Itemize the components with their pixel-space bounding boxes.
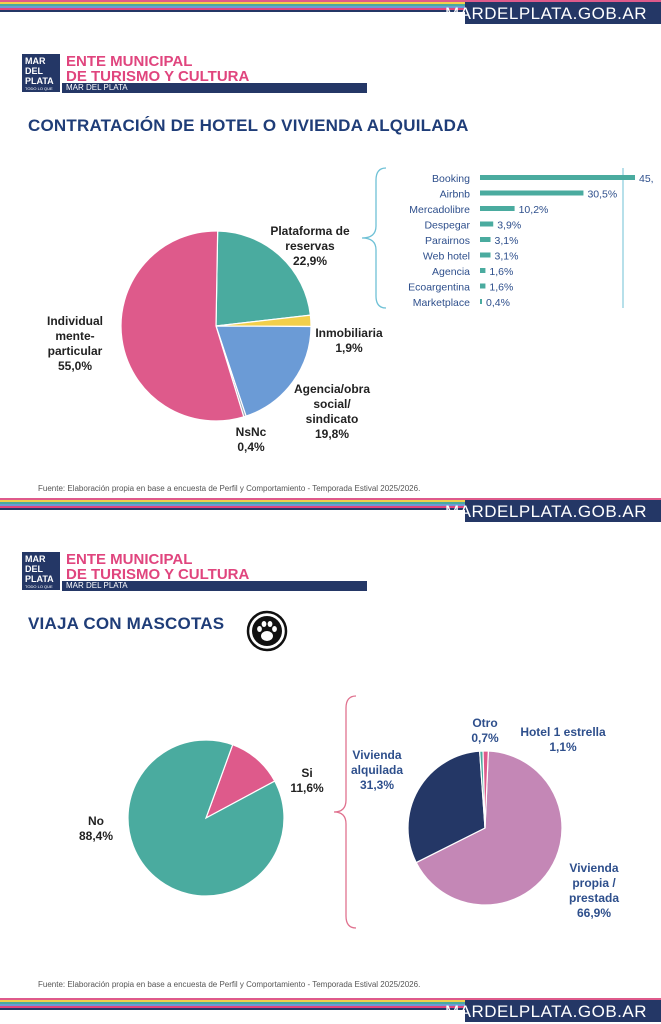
- bar-despegar: [480, 221, 494, 227]
- mdp-logo: MAR DEL PLATA TODO LO QUE: [22, 54, 60, 92]
- pets-pie-charts: [127, 739, 563, 906]
- color-stripes-top: [0, 0, 661, 12]
- bar-web-hotel: [480, 252, 491, 258]
- bar-ecoargentina: [480, 283, 486, 289]
- org-subtitle: MAR DEL PLATA: [62, 581, 367, 591]
- bar-marketplace: [480, 299, 482, 304]
- org-title: ENTE MUNICIPAL DE TURISMO Y CULTURA: [66, 551, 250, 583]
- platform-bar-chart: Booking 45,7% Airbnb 30,5% Mercadolibre 10,2%…: [408, 168, 653, 309]
- slide-pets: MAR DEL PLATA TODO LO QUE ENTE MUNICIPAL DE…: [8, 536, 653, 996]
- label-inmobiliaria: Inmobiliaria 1,9%: [315, 326, 383, 355]
- brace-plataforma: [361, 167, 387, 309]
- color-stripes-bottom: [0, 998, 661, 1010]
- bar-value-mercadolibre: 10,2%: [519, 204, 549, 216]
- org-subtitle: MAR DEL PLATA: [62, 83, 367, 93]
- pie-slice-hotel-1-estrella: [482, 750, 489, 829]
- domain-bar-bottom: MARDELPLATA.GOB.AR: [0, 1000, 661, 1022]
- bar-label-web-hotel: Web hotel: [423, 251, 470, 263]
- label-individual: Individual mente- particular 55,0%: [46, 314, 103, 373]
- pie-slice-vivienda-alquilada: [407, 750, 486, 864]
- bar-label-despegar: Despegar: [424, 220, 470, 232]
- bar-value-booking: 45,7%: [639, 173, 653, 185]
- bar-value-parairnos: 3,1%: [495, 235, 519, 247]
- bar-label-agencia: Agencia: [432, 266, 470, 278]
- slide-hotel-contracting: MAR DEL PLATA TODO LO QUE ENTE MUNICIPAL DE…: [8, 38, 653, 498]
- source-note: Fuente: Elaboración propia en base a enc…: [38, 484, 421, 493]
- bar-airbnb: [480, 190, 584, 196]
- color-stripes-middle: [0, 498, 661, 510]
- bar-value-web-hotel: 3,1%: [495, 251, 519, 263]
- pie-slice-plataforma-de-reservas: [215, 230, 312, 327]
- label-si: Si 11,6%: [290, 766, 324, 795]
- pie-slice-no: [127, 739, 285, 897]
- label-otro: Otro 0,7%: [471, 716, 499, 745]
- source-note: Fuente: Elaboración propia en base a enc…: [38, 980, 421, 989]
- bar-agencia: [480, 268, 486, 273]
- bar-label-ecoargentina: Ecoargentina: [408, 282, 470, 294]
- label-propia: Vivienda propia / prestada 66,9%: [568, 861, 620, 920]
- bar-value-agencia: 1,6%: [489, 266, 513, 278]
- bar-label-marketplace: Marketplace: [413, 297, 470, 309]
- label-hotel: Hotel 1 estrella 1,1%: [520, 725, 606, 754]
- pie-slice-agencia-obra-social-sindicato: [215, 325, 312, 417]
- domain-bar-top: MARDELPLATA.GOB.AR: [0, 2, 661, 24]
- bar-label-booking: Booking: [432, 173, 470, 185]
- slide-title: VIAJA CON MASCOTAS: [28, 614, 225, 633]
- paw-icon: [246, 610, 288, 652]
- bar-label-airbnb: Airbnb: [440, 189, 471, 201]
- bar-value-ecoargentina: 1,6%: [489, 282, 513, 294]
- label-alquilada: Vivienda alquilada 31,3%: [350, 748, 403, 792]
- mdp-logo: MAR DEL PLATA TODO LO QUE: [22, 552, 60, 590]
- hotel-pie-chart: [120, 230, 312, 422]
- label-nsnc: NsNc 0,4%: [235, 425, 267, 454]
- bar-label-parairnos: Parairnos: [425, 235, 470, 247]
- bar-parairnos: [480, 237, 491, 242]
- brace-si: [333, 695, 357, 929]
- label-agencia: Agencia/obra social/ sindicato 19,8%: [293, 382, 371, 441]
- bar-booking: [480, 175, 635, 180]
- bar-value-despegar: 3,9%: [497, 220, 521, 232]
- slide-title: CONTRATACIÓN DE HOTEL O VIVIENDA ALQUILA…: [28, 116, 469, 135]
- pie-slice-individual-mente-particular: [120, 230, 245, 422]
- label-no: No 88,4%: [78, 814, 114, 843]
- bar-label-mercadolibre: Mercadolibre: [409, 204, 470, 216]
- bar-value-marketplace: 0,4%: [486, 297, 510, 309]
- domain-bar-middle: MARDELPLATA.GOB.AR: [0, 500, 661, 522]
- label-plataforma: Plataforma de reservas 22,9%: [270, 224, 350, 268]
- org-title: ENTE MUNICIPAL DE TURISMO Y CULTURA: [66, 53, 250, 85]
- pie-slice-vivienda-propia-prestada: [415, 750, 563, 906]
- bar-value-airbnb: 30,5%: [587, 189, 617, 201]
- bar-mercadolibre: [480, 206, 515, 211]
- domain-label: MARDELPLATA.GOB.AR: [444, 4, 647, 23]
